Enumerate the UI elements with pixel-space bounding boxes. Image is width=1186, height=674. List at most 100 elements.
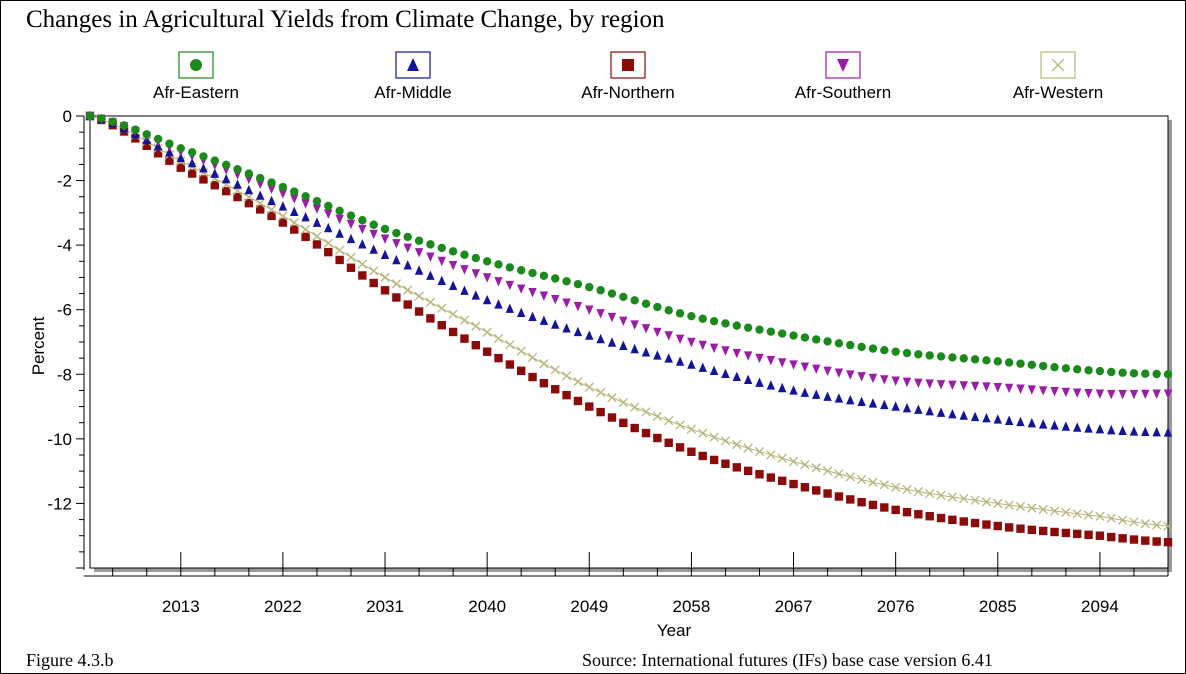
data-point <box>743 374 753 384</box>
data-point <box>936 490 946 500</box>
data-point <box>777 476 787 486</box>
data-point <box>527 352 538 363</box>
y-tick-label: -10 <box>47 430 72 449</box>
data-point <box>482 257 492 266</box>
data-point <box>675 356 685 366</box>
data-point <box>766 327 776 336</box>
series-afr-eastern <box>85 111 1173 379</box>
data-point <box>959 354 968 363</box>
data-point <box>698 362 707 372</box>
data-point <box>267 195 276 206</box>
source-note: Source: International futures (IFs) base… <box>582 650 993 670</box>
data-point <box>777 358 787 368</box>
data-point <box>1129 389 1139 400</box>
data-point <box>448 261 458 271</box>
data-point <box>914 404 923 414</box>
data-point <box>426 252 435 262</box>
plot-frame <box>89 115 1172 572</box>
data-point <box>392 239 401 249</box>
x-tick-label: 2040 <box>468 597 506 616</box>
data-point <box>187 148 197 157</box>
data-point <box>720 436 731 446</box>
data-point <box>517 366 526 376</box>
data-point <box>1073 388 1082 398</box>
data-point <box>176 152 185 163</box>
data-point <box>823 391 832 401</box>
data-point <box>641 299 651 308</box>
data-point <box>789 479 798 489</box>
legend-swatch-box <box>610 51 646 79</box>
data-point <box>721 346 730 356</box>
legend-label: Afr-Southern <box>795 83 891 102</box>
data-point <box>312 217 322 227</box>
data-point <box>880 375 889 385</box>
data-point <box>596 309 605 319</box>
data-point <box>448 247 458 256</box>
data-point <box>1015 501 1026 512</box>
data-point <box>653 302 662 312</box>
data-point <box>380 224 390 234</box>
data-point <box>856 474 867 485</box>
data-point <box>664 306 673 315</box>
data-point <box>551 385 560 394</box>
data-point <box>505 360 515 369</box>
data-point <box>290 194 299 204</box>
data-point <box>845 472 855 482</box>
legend-label: Afr-Western <box>1013 83 1103 102</box>
data-point <box>812 364 821 375</box>
data-point <box>902 348 912 358</box>
data-point <box>108 117 117 126</box>
data-point <box>1118 425 1127 436</box>
data-point <box>687 359 696 369</box>
data-point <box>789 360 798 370</box>
axes: 0 -2 -4 -6 -8 -10 -12 2013 2022 2031 2040 2049 2058 2… <box>29 107 1169 640</box>
data-point <box>471 340 481 350</box>
data-point <box>789 331 798 340</box>
data-point <box>834 492 844 501</box>
data-point <box>1049 506 1060 516</box>
data-point <box>1141 536 1150 545</box>
data-point <box>562 298 571 308</box>
data-point <box>505 340 515 350</box>
data-point <box>732 371 741 382</box>
data-point <box>800 362 810 372</box>
data-point <box>335 206 344 216</box>
data-point <box>256 173 265 183</box>
series-afr-western <box>85 111 1173 531</box>
data-point <box>664 416 674 426</box>
data-point <box>891 482 901 492</box>
data-point <box>936 352 946 361</box>
data-point <box>800 333 810 342</box>
data-point <box>1095 366 1105 376</box>
data-point <box>619 340 628 351</box>
data-point <box>244 184 254 195</box>
data-point <box>1129 426 1139 436</box>
data-point <box>414 291 424 301</box>
data-point <box>754 446 765 457</box>
data-point <box>1140 518 1150 529</box>
data-point <box>278 211 288 221</box>
data-point <box>210 168 220 178</box>
data-point <box>982 413 991 423</box>
data-point <box>1129 369 1139 378</box>
data-point <box>970 411 980 422</box>
data-point <box>766 450 776 460</box>
data-point <box>686 424 697 434</box>
data-point <box>1038 526 1048 536</box>
data-point <box>426 240 435 249</box>
legend-label: Afr-Eastern <box>153 83 239 102</box>
data-point <box>85 111 95 121</box>
data-point <box>993 383 1002 393</box>
data-point <box>539 378 549 388</box>
data-point <box>891 376 900 386</box>
data-point <box>153 134 163 144</box>
data-point <box>595 387 606 398</box>
data-point <box>403 232 412 242</box>
data-point <box>993 521 1002 531</box>
data-point <box>1084 423 1093 433</box>
data-point <box>551 319 560 329</box>
data-point <box>698 451 707 461</box>
data-point <box>187 169 197 178</box>
data-point <box>652 411 663 422</box>
